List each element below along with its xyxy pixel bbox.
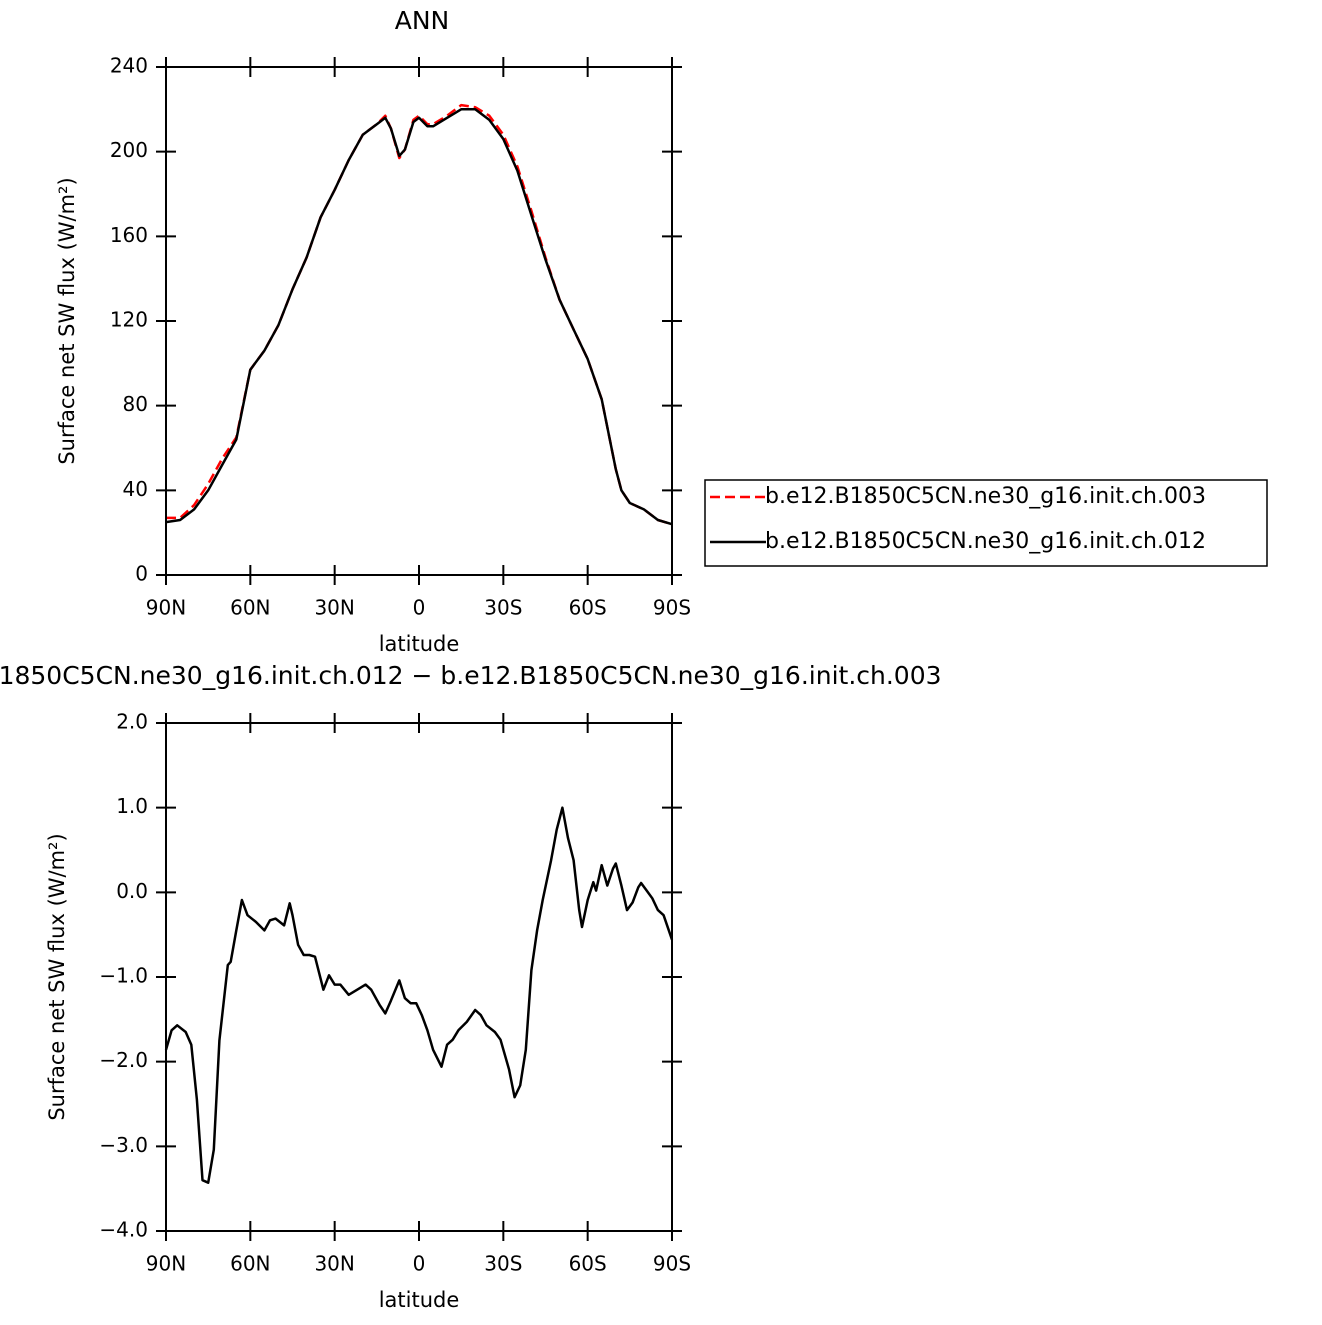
- data-line: [165, 108, 673, 526]
- y-tick-label: 80: [123, 392, 148, 416]
- y-tick-label: 120: [110, 308, 148, 332]
- data-line: [166, 103, 673, 526]
- y-tick-label: 40: [123, 477, 148, 501]
- y-tick-label: 240: [110, 54, 148, 78]
- x-tick-label: 30N: [314, 596, 354, 620]
- y-tick-label: −3.0: [99, 1133, 148, 1157]
- x-tick-label: 90S: [653, 596, 691, 620]
- y-tick-label: 200: [110, 138, 148, 162]
- y-tick-label: −4.0: [99, 1218, 148, 1242]
- x-axis-label: latitude: [379, 1288, 460, 1312]
- y-tick-label: 0: [135, 562, 148, 586]
- x-tick-label: 30S: [484, 1252, 522, 1276]
- x-tick-label: 60N: [230, 1252, 270, 1276]
- x-tick-label: 90N: [146, 596, 186, 620]
- chart-title: b.e12.B1850C5CN.ne30_g16.init.ch.012 − b…: [0, 661, 942, 690]
- y-tick-label: −2.0: [99, 1048, 148, 1072]
- y-tick-label: 2.0: [116, 710, 148, 734]
- y-tick-label: 1.0: [116, 794, 148, 818]
- legend-label: b.e12.B1850C5CN.ne30_g16.init.ch.003: [765, 484, 1206, 509]
- x-tick-label: 30S: [484, 596, 522, 620]
- y-axis-label: Surface net SW flux (W/m²): [55, 177, 79, 464]
- x-tick-label: 0: [413, 1252, 426, 1276]
- y-tick-label: −1.0: [99, 964, 148, 988]
- x-tick-label: 90N: [146, 1252, 186, 1276]
- plot-frame: [165, 66, 673, 576]
- x-tick-label: 0: [413, 596, 426, 620]
- legend-box: [704, 479, 1268, 567]
- x-axis-label: latitude: [379, 632, 460, 656]
- x-tick-label: 90S: [653, 1252, 691, 1276]
- legend-label: b.e12.B1850C5CN.ne30_g16.init.ch.012: [765, 529, 1206, 554]
- x-tick-label: 60S: [569, 1252, 607, 1276]
- y-tick-label: 160: [110, 223, 148, 247]
- data-line: [164, 806, 674, 1184]
- x-tick-label: 60N: [230, 596, 270, 620]
- chart-title: ANN: [395, 6, 450, 35]
- x-tick-label: 30N: [314, 1252, 354, 1276]
- y-axis-label: Surface net SW flux (W/m²): [45, 833, 69, 1120]
- y-tick-label: 0.0: [116, 879, 148, 903]
- plot-frame: [165, 722, 673, 1232]
- x-tick-label: 60S: [569, 596, 607, 620]
